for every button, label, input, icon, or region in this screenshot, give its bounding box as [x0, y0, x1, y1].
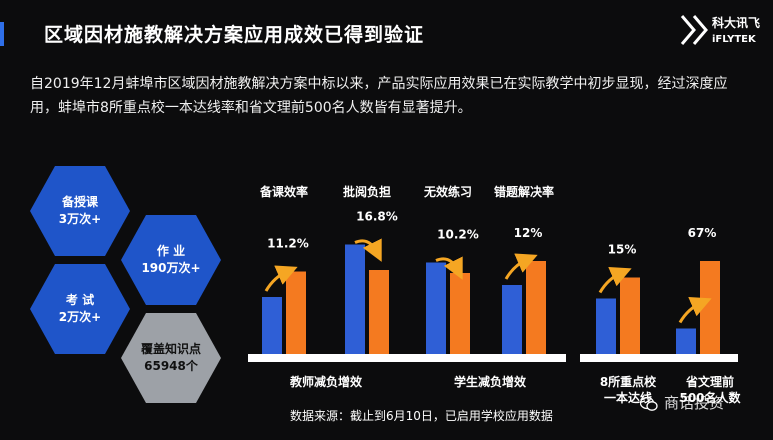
hex-knowledge-points: 覆盖知识点 65948个 [121, 313, 221, 403]
category-label: 批阅负担 [343, 184, 391, 199]
trend-arrow [598, 266, 632, 294]
trend-arrow [678, 296, 712, 324]
change-label: 16.8% [356, 210, 398, 224]
wechat-icon [640, 396, 658, 411]
change-label: 15% [608, 243, 637, 257]
section-label: 8所重点校 [600, 374, 657, 389]
hex-label: 作 业 [156, 244, 186, 258]
hex-value: 190万次+ [141, 261, 201, 275]
title-accent-bar [0, 22, 4, 46]
page-title: 区域因材施教解决方案应用成效已得到验证 [44, 24, 425, 46]
category-label: 错题解决率 [494, 184, 554, 199]
section-label: 学生减负增效 [454, 374, 527, 389]
bar-0-1 [286, 271, 306, 354]
hex-lesson-prep: 备授课 3万次+ [30, 166, 130, 256]
intro-paragraph: 自2019年12月蚌埠市区域因材施教解决方案中标以来，产品实际应用效果已在实际教… [30, 76, 728, 116]
hex-exam: 考 试 2万次+ [30, 264, 130, 354]
hex-label: 备授课 [61, 195, 98, 209]
change-label: 11.2% [267, 237, 309, 251]
baseline-left [248, 354, 566, 362]
bar-5-1 [700, 261, 720, 354]
watermark-text: 商话投资 [664, 394, 725, 412]
iflytek-logo: 科大讯飞 iFLYTEK [680, 15, 760, 45]
logo-cn: 科大讯飞 [712, 15, 760, 30]
change-label: 67% [688, 226, 717, 240]
trend-arrow [354, 238, 382, 262]
hex-value: 3万次+ [58, 212, 102, 226]
bar-1-0 [345, 244, 365, 354]
hex-value: 2万次+ [58, 310, 102, 324]
section-label: 一本达线 [604, 390, 652, 405]
bar-5-0 [676, 328, 696, 354]
category-label: 备课效率 [259, 184, 308, 199]
change-label: 12% [514, 226, 543, 240]
category-label: 无效练习 [423, 184, 472, 199]
data-source-note: 数据来源：截止到6月10日，已启用学校应用数据 [290, 409, 553, 423]
section-label: 省文理前 [685, 374, 734, 389]
hex-value: 65948个 [144, 359, 198, 373]
trend-arrow [504, 253, 538, 280]
bar-chart: 备课效率 11.2% 批阅负担 16.8% 无效练习 10.2% 错题解决率 12% 15% 67… [248, 184, 742, 405]
bar-2-0 [426, 262, 446, 354]
bar-0-0 [262, 297, 282, 354]
bar-4-1 [620, 277, 640, 354]
bar-3-1 [526, 261, 546, 354]
hex-label: 考 试 [65, 293, 95, 307]
hex-label: 覆盖知识点 [140, 342, 201, 356]
baseline-right [580, 354, 738, 362]
trend-arrow [435, 256, 463, 280]
change-label: 10.2% [437, 228, 479, 242]
bar-3-0 [502, 285, 522, 354]
section-label: 教师减负增效 [289, 374, 363, 389]
trend-arrow [264, 265, 298, 292]
bar-2-1 [450, 273, 470, 354]
logo-en: iFLYTEK [712, 34, 757, 45]
hex-homework: 作 业 190万次+ [121, 215, 221, 305]
bar-1-1 [369, 270, 389, 354]
bar-4-0 [596, 298, 616, 354]
section-label: 500名人数 [679, 390, 741, 405]
